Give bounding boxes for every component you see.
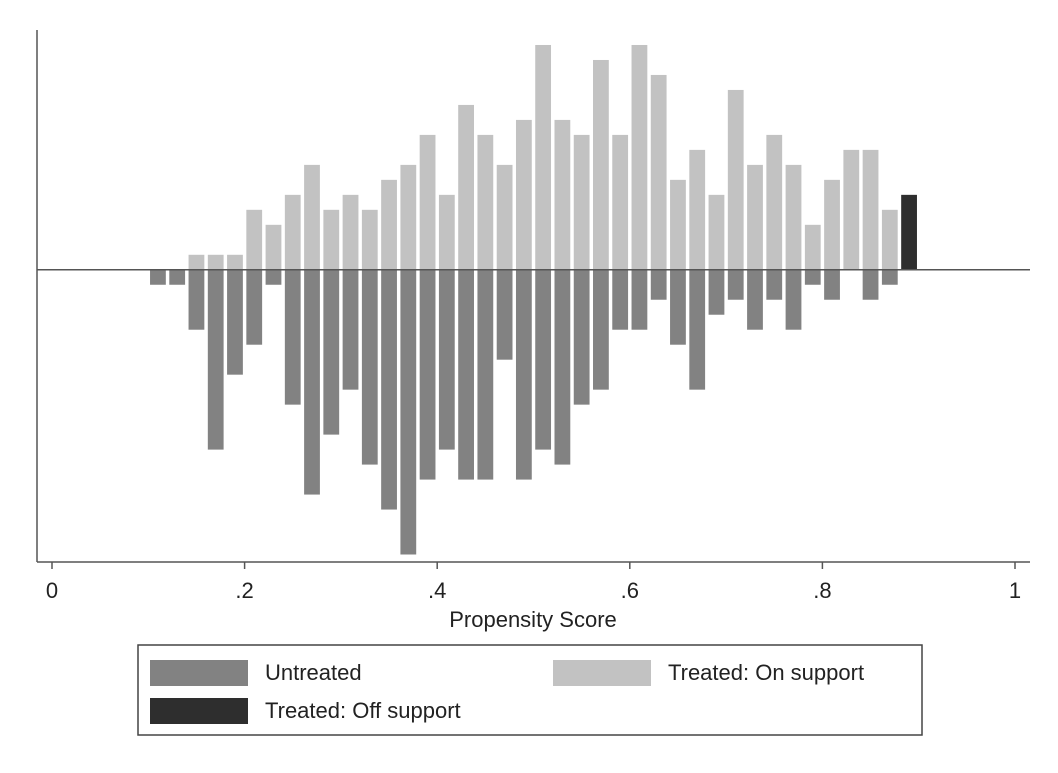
bar <box>246 209 263 270</box>
bar <box>573 134 590 270</box>
legend-label: Treated: Off support <box>265 698 461 723</box>
bar <box>304 269 320 495</box>
bar <box>381 179 397 270</box>
bar <box>438 194 455 270</box>
bar <box>862 269 879 300</box>
bar <box>766 269 783 300</box>
bar <box>361 209 378 270</box>
bar <box>227 269 243 375</box>
bar <box>631 269 648 330</box>
bar <box>593 269 609 390</box>
x-tick-label: .2 <box>235 578 253 603</box>
legend-swatch <box>150 698 248 724</box>
bar <box>824 269 840 300</box>
bar <box>284 194 301 270</box>
bar <box>747 164 763 270</box>
bar <box>419 134 436 270</box>
bar <box>515 269 532 480</box>
bar <box>496 164 513 270</box>
bar <box>785 269 802 330</box>
bar <box>804 224 821 270</box>
legend-swatch <box>553 660 651 686</box>
bar <box>689 149 706 270</box>
bar <box>361 269 378 465</box>
bar <box>284 269 301 405</box>
bar <box>342 269 359 390</box>
bar <box>554 119 571 270</box>
legend-label: Untreated <box>265 660 362 685</box>
legend-swatch <box>150 660 248 686</box>
bar <box>670 269 686 345</box>
x-tick-label: 0 <box>46 578 58 603</box>
bar <box>227 254 243 270</box>
bar <box>150 269 166 285</box>
bar <box>631 44 648 270</box>
bar <box>612 269 629 330</box>
bar <box>169 269 186 285</box>
bar <box>381 269 397 510</box>
bar <box>400 269 417 555</box>
bar <box>593 59 609 270</box>
bar <box>496 269 513 360</box>
bar <box>458 104 474 270</box>
bar <box>188 269 205 330</box>
bar <box>323 269 340 435</box>
bar <box>535 44 552 270</box>
bar <box>689 269 706 390</box>
bar <box>727 269 744 300</box>
bar <box>843 149 860 270</box>
x-tick-label: .8 <box>813 578 831 603</box>
bar <box>708 269 725 315</box>
bar <box>342 194 359 270</box>
bar <box>265 269 282 285</box>
bar <box>670 179 686 270</box>
legend-label: Treated: On support <box>668 660 864 685</box>
bar <box>727 89 744 270</box>
bar <box>188 254 205 270</box>
bar <box>419 269 436 480</box>
bar <box>747 269 763 330</box>
bar <box>573 269 590 405</box>
bar <box>785 164 802 270</box>
bar <box>708 194 725 270</box>
x-axis-label: Propensity Score <box>449 607 617 632</box>
bar <box>246 269 263 345</box>
bar <box>477 134 494 270</box>
bar <box>862 149 879 270</box>
x-tick-label: .6 <box>621 578 639 603</box>
x-tick-label: .4 <box>428 578 446 603</box>
bar <box>477 269 494 480</box>
bar <box>323 209 340 270</box>
bar <box>400 164 417 270</box>
bar <box>881 209 898 270</box>
bar <box>207 254 224 270</box>
bar <box>901 194 917 270</box>
bar <box>265 224 282 270</box>
bar <box>458 269 474 480</box>
bar <box>612 134 629 270</box>
bar <box>304 164 320 270</box>
bar <box>650 74 667 270</box>
bar <box>881 269 898 285</box>
bar <box>650 269 667 300</box>
bar <box>554 269 571 465</box>
bar <box>824 179 840 270</box>
x-tick-label: 1 <box>1009 578 1021 603</box>
bar <box>515 119 532 270</box>
bar <box>804 269 821 285</box>
legend-box <box>137 644 923 736</box>
bar <box>438 269 455 450</box>
bar <box>535 269 552 450</box>
bar <box>207 269 224 450</box>
bar <box>766 134 783 270</box>
